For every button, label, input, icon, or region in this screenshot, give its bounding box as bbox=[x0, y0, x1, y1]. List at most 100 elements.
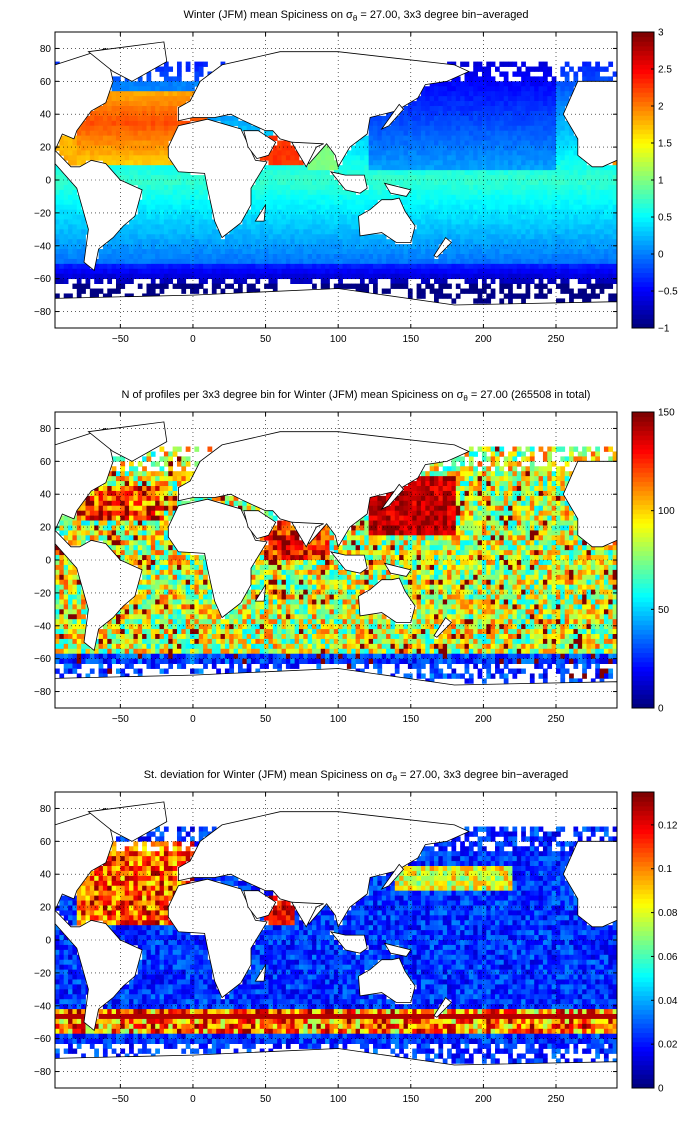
heatmap-cell bbox=[298, 254, 304, 260]
heatmap-cell bbox=[220, 258, 226, 265]
heatmap-cell bbox=[155, 244, 160, 250]
heatmap-cell bbox=[442, 214, 448, 220]
heatmap-cell bbox=[355, 239, 361, 245]
heatmap-cell bbox=[94, 510, 99, 516]
heatmap-cell bbox=[564, 209, 570, 215]
heatmap-cell bbox=[434, 214, 439, 220]
heatmap-cell bbox=[111, 505, 117, 512]
heatmap-cell bbox=[98, 263, 104, 270]
heatmap-cell bbox=[194, 71, 200, 77]
heatmap-cell bbox=[120, 244, 126, 250]
heatmap-cell bbox=[120, 135, 126, 141]
heatmap-cell bbox=[442, 234, 448, 240]
heatmap-cell bbox=[542, 155, 548, 161]
heatmap-cell bbox=[185, 199, 191, 206]
heatmap-cell bbox=[115, 530, 121, 536]
heatmap-cell bbox=[564, 170, 570, 176]
heatmap-cell bbox=[272, 263, 278, 270]
heatmap-cell bbox=[538, 278, 544, 284]
heatmap-cell bbox=[120, 278, 126, 284]
heatmap-cell bbox=[355, 155, 361, 161]
heatmap-cell bbox=[516, 170, 522, 176]
heatmap-cell bbox=[556, 194, 561, 201]
heatmap-cell bbox=[477, 184, 483, 191]
heatmap-cell bbox=[560, 140, 566, 146]
heatmap-cell bbox=[115, 490, 121, 497]
heatmap-cell bbox=[407, 145, 413, 151]
heatmap-cell bbox=[425, 244, 431, 250]
heatmap-cell bbox=[547, 91, 553, 97]
heatmap-cell bbox=[146, 219, 152, 225]
heatmap-cell bbox=[420, 135, 426, 141]
heatmap-cell bbox=[268, 160, 274, 166]
heatmap-cell bbox=[111, 101, 117, 107]
heatmap-cell bbox=[407, 273, 413, 280]
heatmap-cell bbox=[120, 530, 126, 536]
heatmap-cell bbox=[551, 125, 557, 132]
heatmap-cell bbox=[307, 170, 313, 176]
heatmap-cell bbox=[342, 170, 348, 176]
heatmap-cell bbox=[590, 194, 596, 201]
heatmap-cell bbox=[198, 209, 204, 215]
heatmap-cell bbox=[102, 658, 108, 664]
heatmap-cell bbox=[556, 155, 561, 161]
heatmap-cell bbox=[455, 180, 461, 186]
heatmap-cell bbox=[420, 234, 426, 240]
heatmap-cell bbox=[373, 263, 378, 270]
heatmap-cell bbox=[68, 579, 73, 586]
heatmap-cell bbox=[464, 120, 470, 127]
heatmap-cell bbox=[94, 505, 99, 512]
heatmap-cell bbox=[63, 204, 69, 210]
heatmap-cell bbox=[163, 234, 169, 240]
heatmap-cell bbox=[503, 244, 509, 250]
heatmap-cell bbox=[98, 120, 104, 127]
heatmap-cell bbox=[381, 150, 387, 156]
heatmap-cell bbox=[68, 658, 73, 664]
heatmap-cell bbox=[464, 278, 470, 284]
heatmap-cell bbox=[111, 495, 117, 502]
heatmap-cell bbox=[142, 579, 147, 586]
heatmap-cell bbox=[464, 76, 470, 82]
heatmap-cell bbox=[142, 550, 147, 556]
heatmap-cell bbox=[181, 263, 187, 270]
heatmap-cell bbox=[390, 244, 396, 250]
heatmap-cell bbox=[155, 471, 160, 477]
heatmap-cell bbox=[120, 545, 126, 551]
heatmap-cell bbox=[107, 273, 113, 280]
heatmap-cell bbox=[420, 204, 426, 210]
heatmap-cell bbox=[63, 254, 69, 260]
heatmap-cell bbox=[608, 249, 614, 255]
heatmap-cell bbox=[194, 76, 200, 82]
heatmap-cell bbox=[68, 239, 73, 245]
heatmap-cell bbox=[129, 545, 134, 551]
heatmap-cell bbox=[508, 180, 513, 186]
heatmap-cell bbox=[133, 530, 139, 536]
colorbar-swatch bbox=[632, 45, 654, 52]
y-tick-label: 40 bbox=[40, 110, 52, 121]
heatmap-cell bbox=[577, 160, 583, 166]
heatmap-cell bbox=[107, 239, 113, 245]
heatmap-cell bbox=[59, 638, 65, 645]
heatmap-cell bbox=[176, 273, 182, 280]
heatmap-cell bbox=[150, 145, 156, 151]
heatmap-cell bbox=[68, 653, 73, 660]
heatmap-cell bbox=[172, 184, 178, 191]
heatmap-cell bbox=[168, 130, 174, 136]
heatmap-cell bbox=[111, 634, 117, 640]
heatmap-cell bbox=[359, 155, 365, 161]
heatmap-cell bbox=[298, 224, 304, 230]
heatmap-cell bbox=[129, 170, 134, 176]
heatmap-cell bbox=[264, 180, 269, 186]
heatmap-cell bbox=[582, 184, 587, 191]
heatmap-cell bbox=[390, 254, 396, 260]
heatmap-cell bbox=[176, 120, 182, 127]
heatmap-cell bbox=[377, 170, 383, 176]
heatmap-cell bbox=[468, 145, 474, 151]
heatmap-cell bbox=[416, 273, 422, 280]
heatmap-cell bbox=[155, 564, 160, 571]
heatmap-cell bbox=[464, 219, 470, 225]
colorbar-swatch bbox=[632, 36, 654, 42]
heatmap-cell bbox=[72, 254, 78, 260]
heatmap-cell bbox=[442, 140, 448, 146]
heatmap-cell bbox=[508, 293, 513, 299]
